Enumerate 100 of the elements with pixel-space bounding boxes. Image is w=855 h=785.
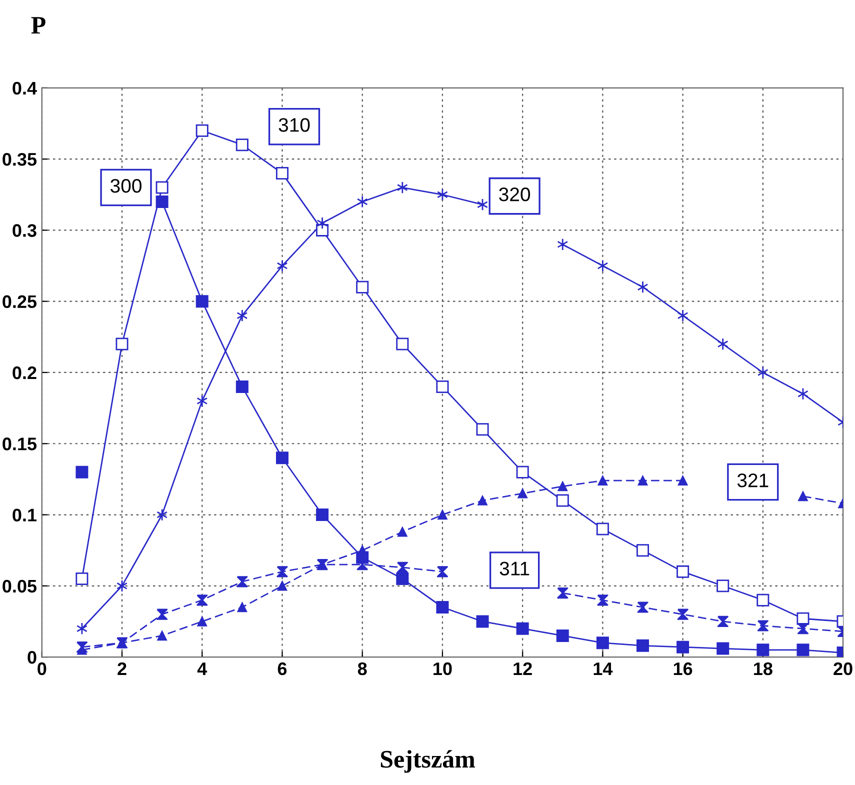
- y-tick-label: 0.25: [2, 295, 37, 308]
- x-tick-label: 0: [38, 662, 46, 676]
- series-label: 321: [737, 473, 768, 488]
- point: [356, 280, 369, 294]
- point: [636, 639, 649, 652]
- point: [598, 476, 608, 486]
- point: [156, 195, 168, 208]
- y-tick-label: 0.4: [12, 82, 37, 95]
- point: [757, 620, 768, 632]
- point: [717, 338, 728, 350]
- point: [276, 260, 288, 272]
- x-tick-label: 16: [674, 662, 692, 676]
- y-tick-label: 0.3: [12, 224, 36, 237]
- point: [556, 494, 569, 507]
- point: [516, 622, 529, 635]
- point: [516, 466, 529, 478]
- point: [396, 572, 409, 586]
- point: [196, 394, 208, 408]
- point: [636, 544, 649, 557]
- point: [476, 615, 489, 628]
- point: [796, 644, 810, 656]
- point: [756, 594, 770, 606]
- point: [638, 476, 648, 486]
- y-tick-label: 0.1: [12, 508, 37, 522]
- point: [236, 380, 248, 393]
- point: [556, 629, 569, 642]
- point: [236, 576, 248, 588]
- point: [797, 623, 809, 634]
- point: [716, 642, 730, 655]
- point: [798, 491, 808, 502]
- y-axis-title: P: [31, 17, 46, 34]
- series-label: 310: [278, 118, 310, 132]
- point: [676, 640, 690, 654]
- point: [156, 608, 168, 620]
- point: [156, 181, 168, 194]
- point: [316, 216, 328, 230]
- point: [316, 508, 329, 522]
- y-tick-label: 0: [28, 650, 36, 664]
- point: [396, 338, 409, 350]
- point: [196, 124, 208, 137]
- point: [637, 280, 648, 294]
- point: [476, 423, 489, 436]
- x-tick-label: 18: [754, 662, 772, 676]
- point: [678, 476, 688, 486]
- point: [757, 366, 768, 379]
- point: [557, 587, 568, 599]
- point: [396, 181, 408, 194]
- point: [116, 338, 128, 350]
- x-tick-label: 12: [514, 662, 532, 675]
- y-tick-label: 0.2: [12, 366, 36, 380]
- x-tick-label: 20: [834, 662, 852, 676]
- point: [756, 644, 770, 656]
- point: [557, 238, 568, 251]
- point: [596, 636, 609, 650]
- point: [717, 616, 728, 628]
- point: [597, 260, 608, 272]
- point: [276, 452, 288, 464]
- point: [276, 167, 288, 180]
- point: [398, 526, 408, 537]
- point: [276, 566, 288, 578]
- point: [436, 566, 448, 578]
- y-tick-label: 0.05: [2, 580, 37, 593]
- series-label: 320: [499, 188, 530, 202]
- x-axis-title: Sejtszám: [380, 750, 475, 773]
- series-label: 300: [110, 178, 142, 193]
- x-tick-label: 14: [594, 662, 613, 675]
- series-label: 311: [500, 562, 530, 576]
- x-tick-label: 10: [434, 662, 452, 676]
- point: [716, 580, 730, 592]
- point: [236, 138, 248, 152]
- point: [236, 309, 248, 322]
- point: [356, 195, 368, 208]
- point: [76, 642, 88, 653]
- point: [637, 602, 648, 613]
- point: [76, 466, 88, 478]
- point: [237, 602, 248, 612]
- point: [597, 594, 608, 606]
- y-tick-label: 0.15: [2, 438, 37, 450]
- point: [436, 380, 449, 393]
- point: [436, 600, 449, 614]
- point: [197, 616, 207, 626]
- x-tick-label: 6: [278, 662, 287, 676]
- point: [157, 630, 167, 641]
- y-tick-label: 0.35: [2, 152, 37, 166]
- point: [478, 496, 488, 506]
- point: [196, 295, 208, 308]
- point: [76, 572, 88, 586]
- x-tick-label: 2: [118, 662, 126, 675]
- point: [156, 508, 168, 522]
- x-tick-label: 4: [197, 662, 208, 675]
- point: [677, 309, 688, 322]
- x-tick-label: 8: [358, 662, 367, 676]
- point: [676, 565, 690, 578]
- point: [596, 522, 609, 536]
- point: [438, 510, 448, 520]
- point: [518, 488, 528, 498]
- point: [677, 608, 688, 620]
- point: [196, 594, 208, 606]
- point: [396, 562, 408, 573]
- point: [277, 581, 288, 591]
